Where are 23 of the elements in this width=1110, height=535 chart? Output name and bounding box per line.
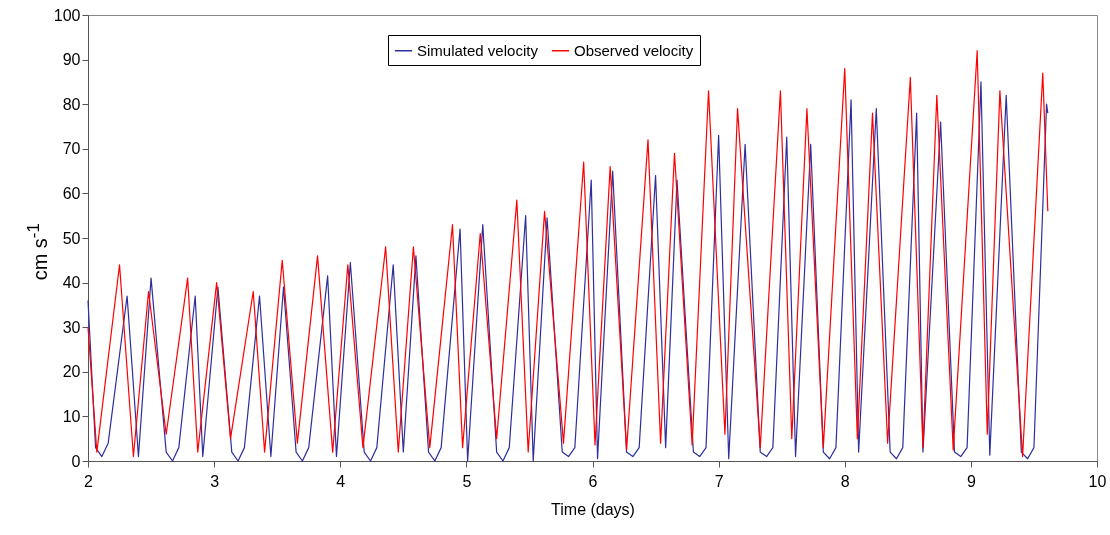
x-tick-label: 9 — [966, 472, 976, 490]
y-tick-label: 40 — [62, 274, 81, 292]
legend-label: Simulated velocity — [417, 41, 539, 59]
y-tick-label: 50 — [62, 229, 81, 247]
y-tick-label: 90 — [62, 51, 81, 69]
x-tick-label: 3 — [210, 472, 220, 490]
x-tick-label: 7 — [714, 472, 724, 490]
y-tick-label: 80 — [62, 95, 81, 113]
x-tick-label: 8 — [840, 472, 850, 490]
x-tick-label: 2 — [84, 472, 94, 490]
y-tick-label: 30 — [62, 318, 81, 336]
y-tick-label: 60 — [62, 184, 81, 202]
x-tick-label: 6 — [588, 472, 598, 490]
y-tick-label: 100 — [53, 6, 81, 24]
x-tick-label: 5 — [462, 472, 472, 490]
legend-label: Observed velocity — [574, 41, 694, 59]
x-tick-label: 10 — [1088, 472, 1107, 490]
y-tick-label: 70 — [62, 140, 81, 158]
y-tick-label: 10 — [62, 407, 81, 425]
y-tick-label: 20 — [62, 363, 81, 381]
x-axis-title: Time (days) — [551, 500, 635, 518]
y-tick-label: 0 — [71, 452, 81, 470]
x-tick-label: 4 — [336, 472, 346, 490]
